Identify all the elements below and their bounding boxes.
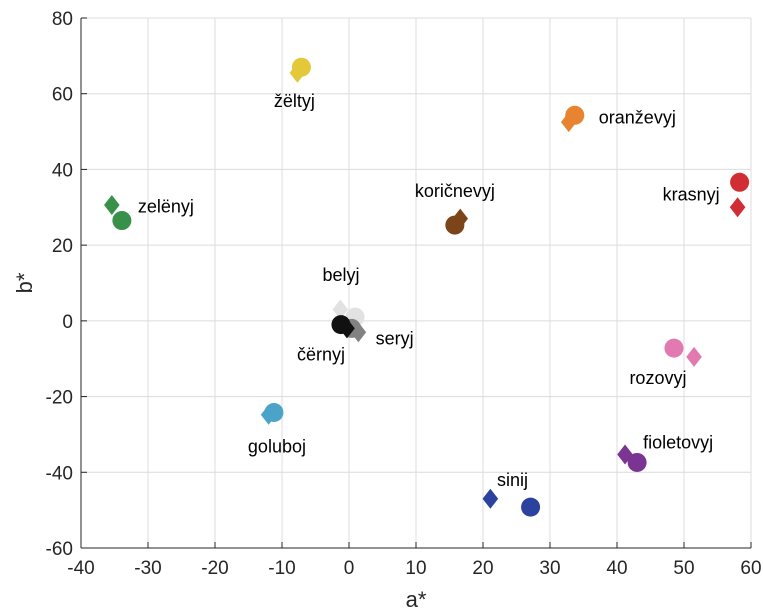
y-tick-label: 0 <box>62 312 73 333</box>
x-tick-label: -20 <box>201 558 228 579</box>
point-label-sinij: sinij <box>497 470 528 490</box>
circle-marker-zeltyj <box>291 57 311 77</box>
point-label-goluboj: goluboj <box>248 436 306 456</box>
y-tick-label: 80 <box>52 9 73 30</box>
circle-marker-goluboj <box>264 402 284 422</box>
point-label-fioletovyj: fioletovyj <box>643 432 713 452</box>
x-tick-label: -40 <box>67 558 94 579</box>
x-tick-label: 60 <box>740 558 761 579</box>
circle-marker-sinij <box>521 497 541 517</box>
point-label-rozovyj: rozovyj <box>629 368 686 388</box>
point-label-seryj: seryj <box>376 328 414 348</box>
y-tick-label: -40 <box>46 463 73 484</box>
circle-marker-fioletovyj <box>627 452 647 472</box>
axis-layer: -40 -30 -20 -10 0 10 20 30 40 50 60-60-40-20020406… <box>46 9 762 579</box>
point-label-zeltyj: žëltyj <box>274 91 315 111</box>
x-tick-label: 50 <box>673 558 694 579</box>
point-label-cernyj: čërnyj <box>297 345 345 365</box>
x-tick-label: 10 <box>405 558 426 579</box>
y-axis-title: b* <box>12 272 37 293</box>
y-tick-label: 60 <box>52 85 73 106</box>
y-tick-label: 40 <box>52 160 73 181</box>
marks-layer <box>104 57 750 517</box>
x-tick-label: 30 <box>539 558 560 579</box>
y-tick-label: -20 <box>46 388 73 409</box>
circle-marker-cernyj <box>331 315 351 335</box>
x-tick-label: 0 <box>344 558 355 579</box>
diamond-marker-zelenyj <box>104 195 120 216</box>
circle-marker-zelenyj <box>112 211 132 231</box>
labels-layer: žëltyj oranževyj zelënyj koričnevyj krasnyj b… <box>138 91 720 490</box>
diamond-marker-krasnyj <box>729 197 746 218</box>
x-axis-title: a* <box>406 587 427 609</box>
point-label-zelenyj: zelënyj <box>138 197 194 217</box>
grid-layer <box>80 17 752 549</box>
point-label-oranzevyj: oranževyj <box>599 107 676 127</box>
y-tick-label: 20 <box>52 236 73 257</box>
x-tick-label: -30 <box>134 558 161 579</box>
circle-marker-koricnevyj <box>445 215 465 235</box>
circle-marker-oranzevyj <box>565 105 585 125</box>
diamond-marker-rozovyj <box>686 346 702 367</box>
point-label-koricnevyj: koričnevyj <box>415 181 495 201</box>
point-label-belyj: belyj <box>323 265 360 285</box>
x-tick-label: -10 <box>268 558 295 579</box>
circle-marker-krasnyj <box>730 172 750 192</box>
point-label-krasnyj: krasnyj <box>663 184 720 204</box>
diamond-marker-belyj <box>332 299 349 320</box>
y-tick-label: -60 <box>46 539 73 560</box>
x-tick-label: 40 <box>606 558 627 579</box>
diamond-marker-sinij <box>482 488 499 509</box>
x-tick-label: 20 <box>472 558 493 579</box>
circle-marker-rozovyj <box>664 338 684 358</box>
